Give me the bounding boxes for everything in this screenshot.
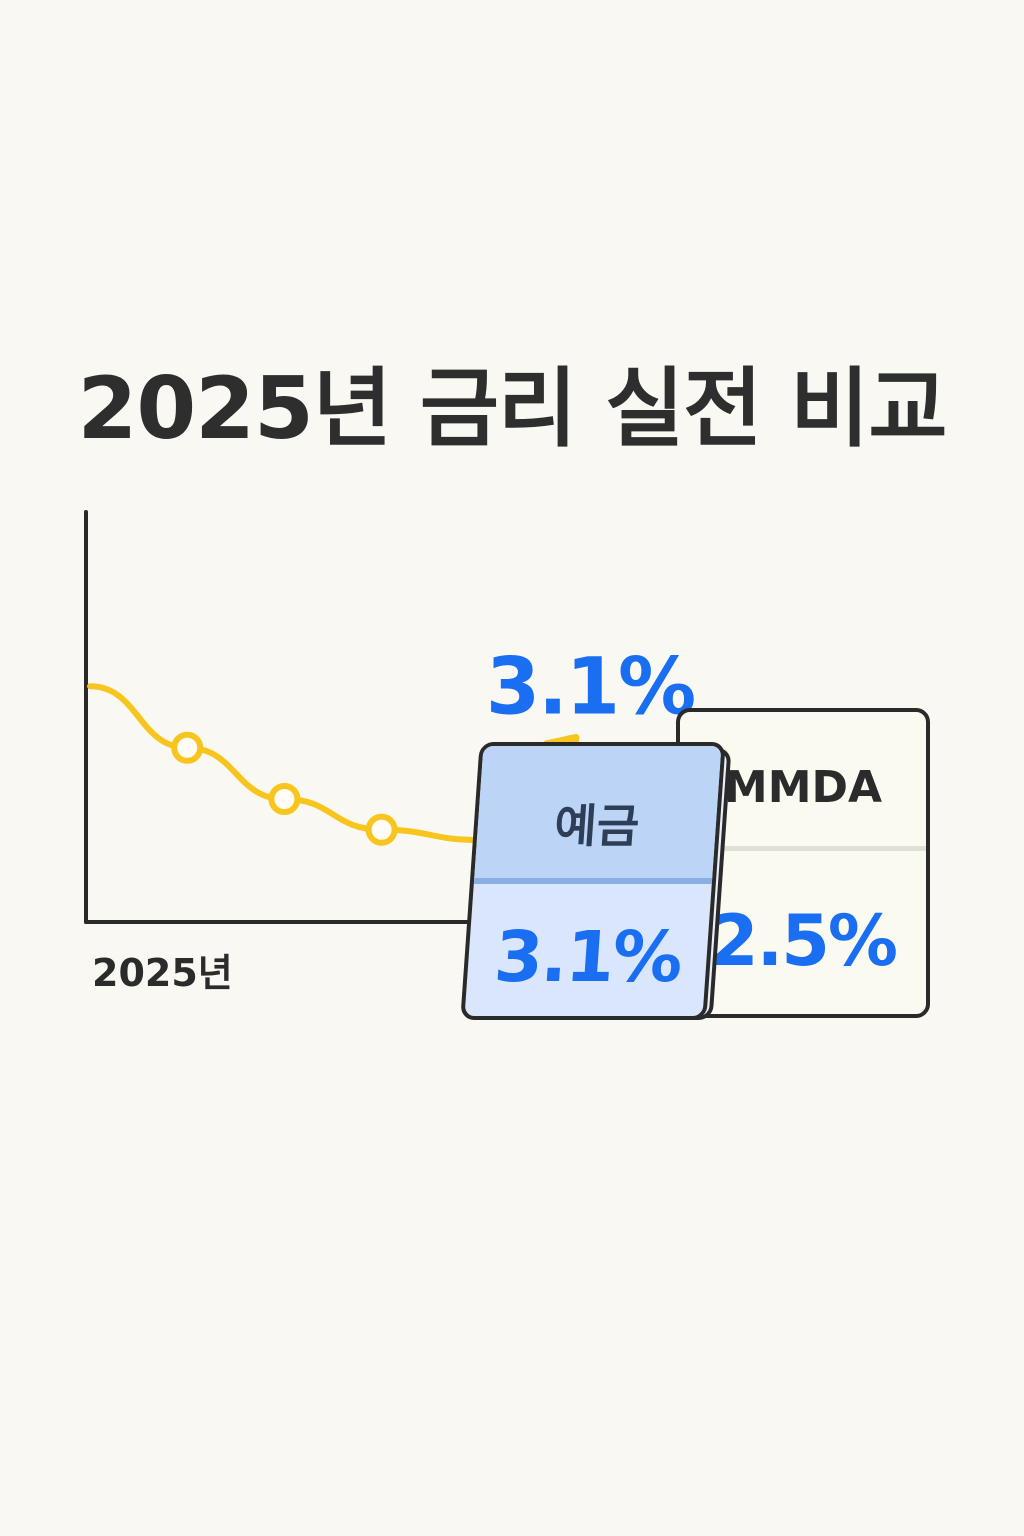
chart-axes [84, 510, 480, 924]
data-point-marker [171, 731, 204, 764]
mmda-divider [680, 846, 926, 851]
mmda-label: MMDA [723, 762, 883, 813]
deposit-rate: 3.1% [491, 916, 684, 998]
deposit-card: 예금 3.1% [460, 742, 726, 1020]
chart-labels: 3.1% 2025년 [92, 643, 696, 996]
data-point-marker [365, 813, 398, 846]
data-point-marker [268, 783, 301, 815]
deposit-label: 예금 [552, 799, 642, 853]
mmda-rate: 2.5% [709, 900, 898, 982]
deposit-divider [473, 878, 713, 884]
x-tick-label: 2025년 [92, 951, 233, 995]
page-title: 2025년 금리 실전 비교 [77, 359, 947, 459]
end-value-label: 3.1% [486, 643, 694, 733]
